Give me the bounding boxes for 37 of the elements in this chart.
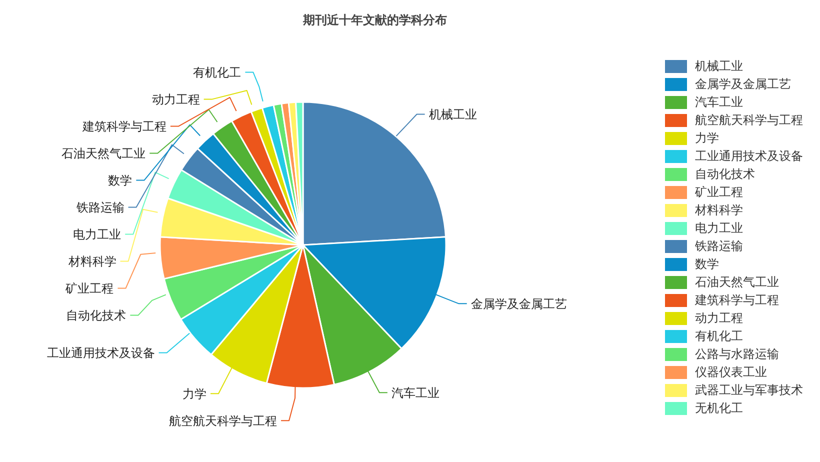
slice-label: 金属学及金属工艺 [470,296,567,311]
legend-label: 公路与水路运输 [695,346,779,362]
slice-label: 力学 [182,386,206,401]
chart-title: 期刊近十年文献的学科分布 [302,12,448,29]
legend-label: 石油天然气工业 [695,274,779,290]
slice-label: 电力工业 [73,228,122,242]
legend-label: 动力工程 [695,310,743,326]
slice-label: 数学 [108,174,132,188]
slice-label: 汽车工业 [391,386,440,400]
slice-label: 航空航天科学与工程 [169,414,278,428]
legend-label: 数学 [695,256,719,272]
legend-label: 仪器仪表工业 [695,364,767,380]
legend-label: 有机化工 [695,328,743,344]
slice-label: 建筑科学与工程 [81,120,166,134]
legend-label: 工业通用技术及设备 [695,148,803,164]
slice-label: 材料科学 [67,254,116,268]
legend-label: 航空航天科学与工程 [695,112,803,128]
legend-label: 材料科学 [695,202,743,218]
slice-label: 动力工程 [152,92,200,106]
legend-label: 建筑科学与工程 [695,292,779,308]
slice-label: 有机化工 [193,66,242,80]
slice-label: 铁路运输 [75,200,124,214]
slice-label: 机械工业 [428,107,477,122]
legend-label: 金属学及金属工艺 [695,76,791,92]
slice-label: 工业通用技术及设备 [46,346,155,360]
legend-label: 机械工业 [695,58,743,74]
slice-label: 矿业工程 [64,282,114,296]
slice-label: 自动化技术 [66,308,126,322]
legend-label: 力学 [695,130,719,146]
legend-label: 无机化工 [695,400,743,416]
legend-label: 矿业工程 [695,184,743,200]
legend-label: 汽车工业 [695,94,743,110]
legend-label: 武器工业与军事技术 [695,382,803,398]
slice-label: 石油天然气工业 [62,146,146,160]
legend-label: 自动化技术 [695,166,755,182]
legend-label: 铁路运输 [695,238,743,254]
legend-label: 电力工业 [695,220,743,236]
